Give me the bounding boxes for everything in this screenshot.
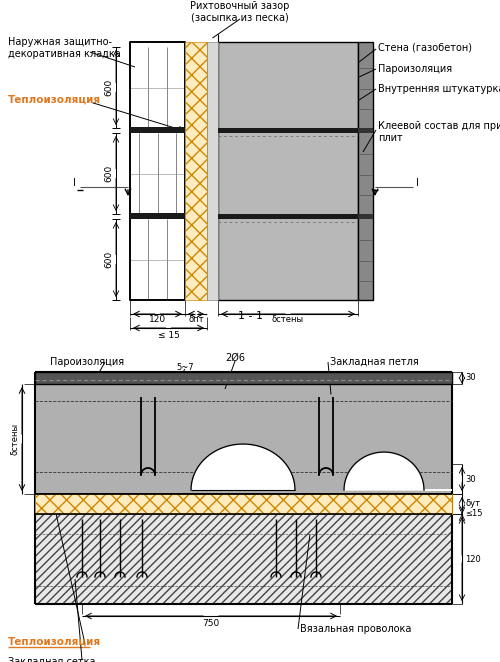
Text: 600: 600 — [104, 79, 113, 96]
Text: Теплоизоляция: Теплоизоляция — [8, 95, 101, 105]
Bar — [35, 494, 452, 514]
Text: I: I — [72, 178, 76, 188]
Text: Стена (газобетон): Стена (газобетон) — [378, 43, 472, 53]
Text: Закладная петля: Закладная петля — [330, 357, 419, 367]
Text: 2Ø6: 2Ø6 — [225, 353, 245, 363]
Text: Теплоизоляция: Теплоизоляция — [8, 637, 101, 647]
Text: 30: 30 — [465, 373, 475, 383]
Text: 5~7: 5~7 — [176, 363, 194, 371]
Text: 120: 120 — [465, 555, 481, 563]
Text: Пароизоляция: Пароизоляция — [50, 357, 124, 367]
Text: δут: δут — [465, 500, 480, 508]
Text: 30: 30 — [465, 475, 475, 483]
Text: Внутренняя штукатурка: Внутренняя штукатурка — [378, 84, 500, 94]
Text: Рихтовочный зазор
(засыпка из песка): Рихтовочный зазор (засыпка из песка) — [190, 1, 290, 23]
Bar — [358, 214, 373, 219]
Bar — [185, 42, 207, 300]
Text: δстены: δстены — [10, 423, 19, 455]
Text: ≤ 15: ≤ 15 — [158, 330, 180, 340]
Bar — [130, 42, 185, 300]
Text: Закладная сетка: Закладная сетка — [8, 657, 96, 662]
Bar — [218, 214, 358, 219]
Text: δпт: δпт — [188, 316, 204, 324]
Bar — [130, 214, 185, 219]
Text: 750: 750 — [202, 618, 220, 628]
Bar — [130, 128, 185, 133]
Text: 600: 600 — [104, 251, 113, 268]
Text: Клеевой состав для приклейки
плит: Клеевой состав для приклейки плит — [378, 121, 500, 143]
Text: 1 - 1: 1 - 1 — [238, 311, 262, 321]
Text: Пароизоляция: Пароизоляция — [378, 64, 452, 74]
Polygon shape — [344, 452, 452, 490]
Text: Вязальная проволока: Вязальная проволока — [300, 624, 412, 634]
Text: ≤15: ≤15 — [465, 510, 482, 518]
Bar — [218, 42, 358, 300]
Text: I: I — [416, 178, 418, 188]
Bar — [35, 514, 452, 604]
Bar — [35, 372, 452, 384]
Bar — [358, 42, 373, 300]
Text: 120: 120 — [149, 316, 166, 324]
Polygon shape — [191, 444, 295, 490]
Bar — [358, 128, 373, 133]
Text: Наружная защитно-
декоративная кладка: Наружная защитно- декоративная кладка — [8, 37, 121, 59]
Bar — [207, 42, 218, 300]
Bar — [218, 128, 358, 133]
Bar — [130, 213, 185, 219]
Text: δстены: δстены — [272, 316, 304, 324]
Bar — [35, 384, 452, 494]
Bar — [130, 127, 185, 133]
Text: 600: 600 — [104, 165, 113, 182]
